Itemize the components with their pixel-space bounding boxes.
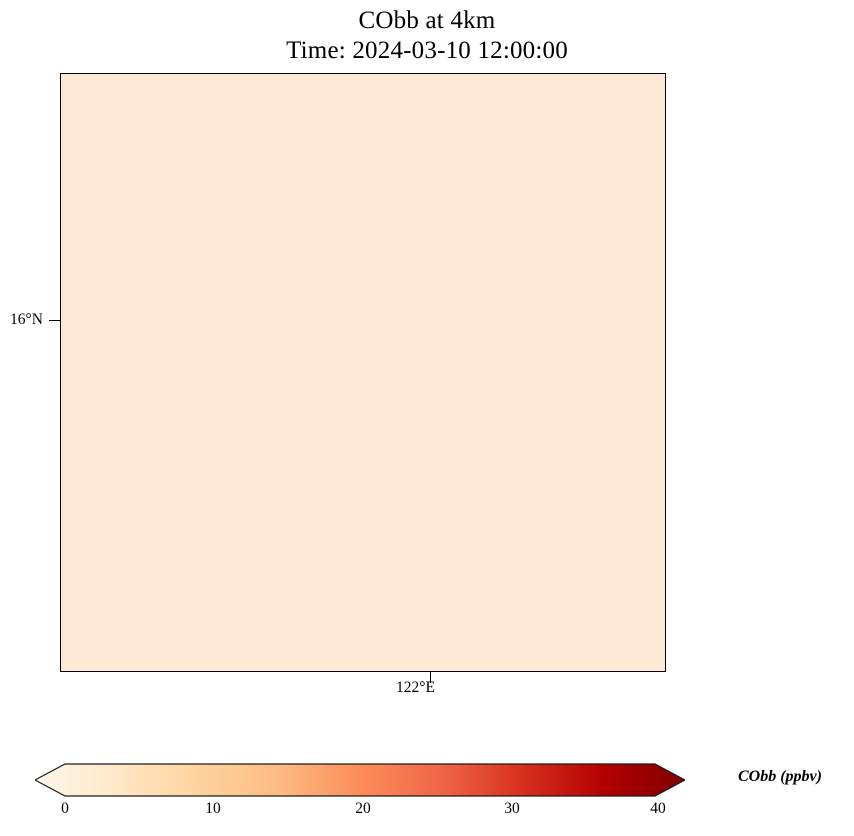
figure-title: CObb at 4km Time: 2024-03-10 12:00:00 [0, 6, 854, 66]
title-line-time: Time: 2024-03-10 12:00:00 [286, 37, 568, 64]
colorbar-tick-10: 10 [205, 800, 221, 817]
lat-tick-label-16N: 16°N [10, 311, 43, 328]
colorbar-tick-20: 20 [355, 800, 371, 817]
lon-tick-label-122E: 122°E [396, 679, 435, 696]
colorbar [35, 762, 685, 798]
map-plot-area [60, 73, 666, 672]
colorbar-tick-0: 0 [61, 800, 69, 817]
title-line-variable: CObb at 4km [358, 7, 496, 34]
colorbar-axis-label: CObb (ppbv) [738, 768, 822, 785]
lon-tick-mark [430, 672, 432, 683]
colorbar-tick-30: 30 [504, 800, 520, 817]
lat-tick-mark [49, 320, 60, 322]
concentration-heatmap-canvas [61, 74, 665, 671]
colorbar-tick-40: 40 [650, 800, 666, 817]
colorbar-gradient [35, 763, 685, 797]
